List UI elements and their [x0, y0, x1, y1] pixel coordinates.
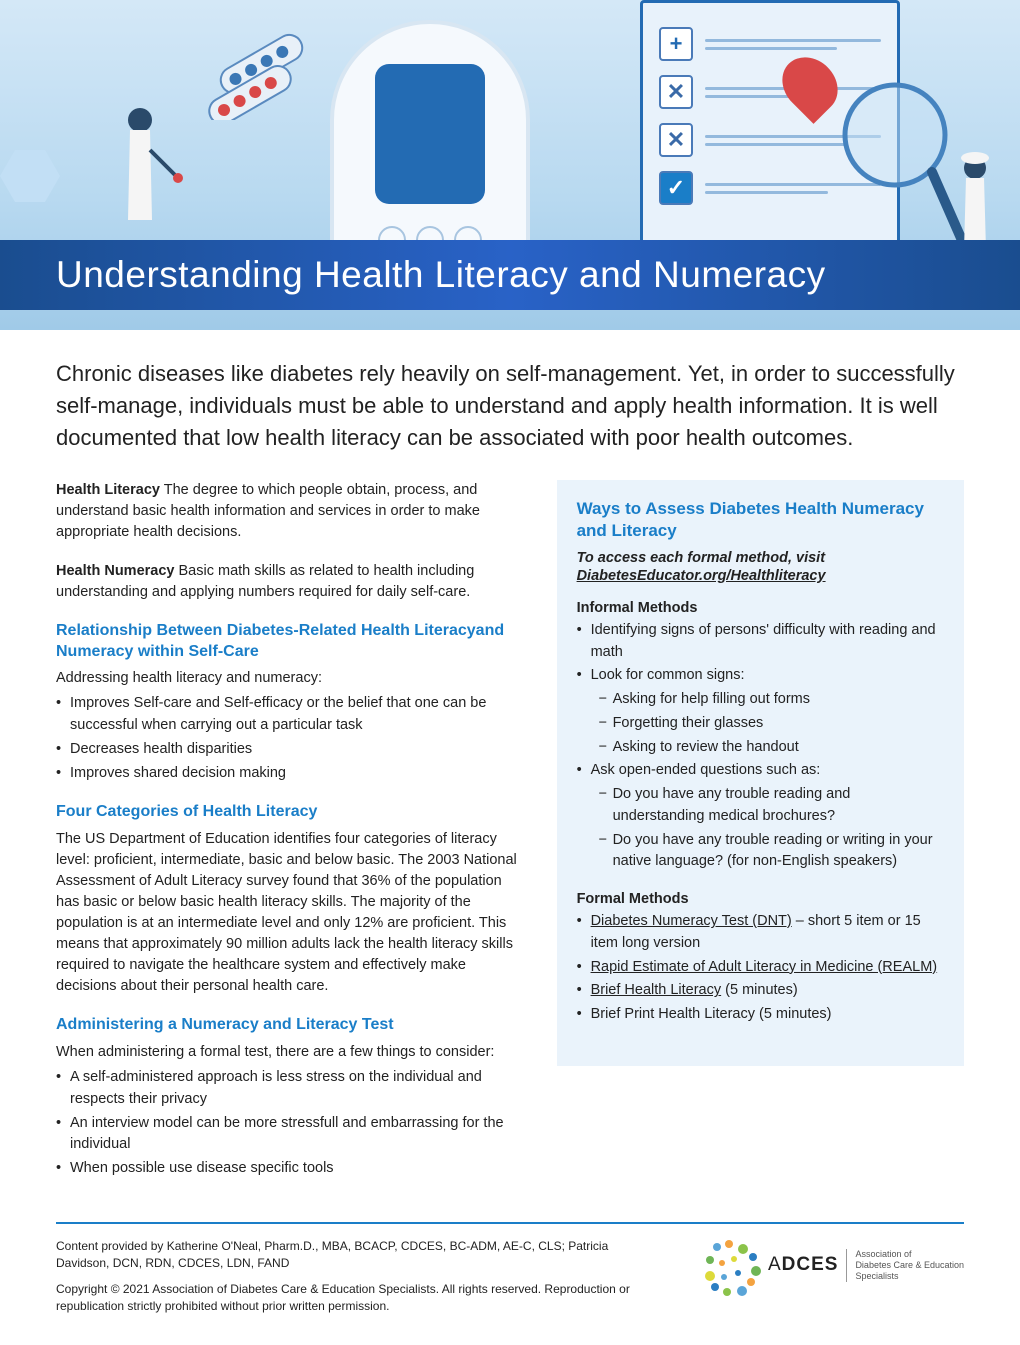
list-item: Asking to review the handout	[599, 737, 944, 759]
formal-link[interactable]: Brief Health Literacy	[591, 982, 722, 998]
definition-health-numeracy: Health Numeracy Basic math skills as rel…	[56, 561, 525, 603]
footer: Content provided by Katherine O'Neal, Ph…	[56, 1222, 964, 1345]
list-item: Asking for help filling out forms	[599, 689, 944, 711]
definition-health-literacy: Health Literacy The degree to which peop…	[56, 480, 525, 543]
list-item: Improves shared decision making	[56, 763, 525, 785]
footer-text: Content provided by Katherine O'Neal, Ph…	[56, 1238, 663, 1325]
page-title: Understanding Health Literacy and Numera…	[56, 254, 964, 296]
list-item: A self-administered approach is less str…	[56, 1067, 525, 1111]
section-heading-administering: Administering a Numeracy and Literacy Te…	[56, 1015, 525, 1036]
intro-paragraph: Chronic diseases like diabetes rely heav…	[56, 358, 964, 454]
list-item: Identifying signs of persons' difficulty…	[577, 620, 944, 664]
main-column: Health Literacy The degree to which peop…	[56, 480, 525, 1198]
administering-lead: When administering a formal test, there …	[56, 1042, 525, 1063]
sidebar-heading: Ways to Assess Diabetes Health Numeracy …	[577, 498, 944, 542]
list-item: Do you have any trouble reading and unde…	[599, 784, 944, 828]
formal-link[interactable]: Diabetes Numeracy Test (DNT)	[591, 913, 792, 929]
hex-decor	[0, 150, 60, 202]
relationship-list: Improves Self-care and Self-efficacy or …	[56, 693, 525, 784]
adces-logo: ADCES Association ofDiabetes Care & Educ…	[703, 1238, 964, 1293]
list-item: Forgetting their glasses	[599, 713, 944, 735]
list-item: Do you have any trouble reading or writi…	[599, 830, 944, 874]
list-item: Improves Self-care and Self-efficacy or …	[56, 693, 525, 737]
list-item: Look for common signs: Asking for help f…	[577, 665, 944, 758]
administering-list: A self-administered approach is less str…	[56, 1067, 525, 1180]
pills-illus	[200, 20, 330, 120]
section-heading-categories: Four Categories of Health Literacy	[56, 802, 525, 823]
informal-heading: Informal Methods	[577, 600, 944, 616]
logo-dots-icon	[703, 1238, 758, 1293]
sidebar-box: Ways to Assess Diabetes Health Numeracy …	[557, 480, 964, 1066]
list-item: When possible use disease specific tools	[56, 1158, 525, 1180]
list-item: An interview model can be more stressful…	[56, 1113, 525, 1157]
categories-body: The US Department of Education identifie…	[56, 829, 525, 997]
hero-banner: Understanding Health Literacy and Numera…	[0, 0, 1020, 330]
logo-tagline: Association ofDiabetes Care & EducationS…	[846, 1249, 964, 1281]
sidebar-link[interactable]: DiabetesEducator.org/Healthliteracy	[577, 568, 944, 584]
list-item: Brief Print Health Literacy (5 minutes)	[577, 1004, 944, 1026]
logo-brand-text: ADCES	[768, 1254, 838, 1276]
formal-heading: Formal Methods	[577, 891, 944, 907]
footer-copyright: Copyright © 2021 Association of Diabetes…	[56, 1281, 663, 1315]
scientist-left-illus	[100, 100, 190, 250]
relationship-lead: Addressing health literacy and numeracy:	[56, 668, 525, 689]
formal-link[interactable]: Rapid Estimate of Adult Literacy in Medi…	[591, 959, 938, 975]
informal-list: Identifying signs of persons' difficulty…	[577, 620, 944, 873]
list-item: Diabetes Numeracy Test (DNT) – short 5 i…	[577, 911, 944, 955]
formal-list: Diabetes Numeracy Test (DNT) – short 5 i…	[577, 911, 944, 1026]
content-region: Chronic diseases like diabetes rely heav…	[0, 330, 1020, 1198]
title-bar: Understanding Health Literacy and Numera…	[0, 240, 1020, 310]
section-heading-relationship: Relationship Between Diabetes-Related He…	[56, 621, 525, 663]
list-item: Brief Health Literacy (5 minutes)	[577, 980, 944, 1002]
sidebar-column: Ways to Assess Diabetes Health Numeracy …	[557, 480, 964, 1198]
list-item: Decreases health disparities	[56, 739, 525, 761]
list-item: Rapid Estimate of Adult Literacy in Medi…	[577, 957, 944, 979]
footer-credit: Content provided by Katherine O'Neal, Ph…	[56, 1238, 663, 1272]
sidebar-subtext: To access each formal method, visit	[577, 550, 944, 566]
list-item: Ask open-ended questions such as: Do you…	[577, 760, 944, 873]
